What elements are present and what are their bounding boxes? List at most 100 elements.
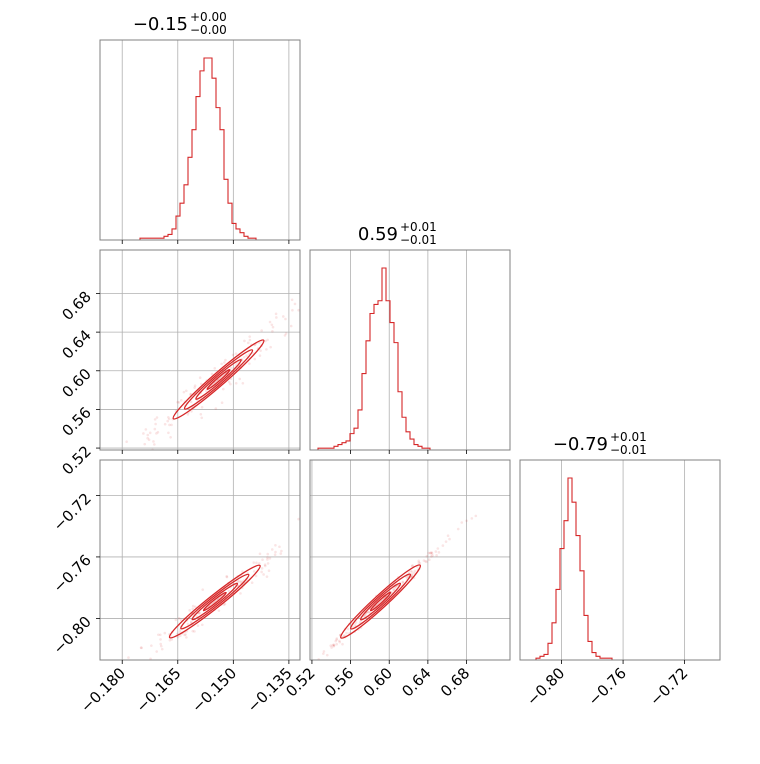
panel-row3-col3: −0.80 −0.76 −0.72 −0.79 +0.01−0.01 xyxy=(519,430,721,709)
scatter-point xyxy=(345,631,348,635)
y-tick-label: 0.60 xyxy=(58,365,94,401)
scatter-point xyxy=(338,639,341,643)
scatter-point xyxy=(177,617,181,620)
histogram-line xyxy=(310,267,510,450)
contour-level xyxy=(202,591,227,612)
scatter-point xyxy=(410,570,414,574)
scatter-point xyxy=(335,638,338,641)
scatter-point xyxy=(155,650,159,653)
scatter-point xyxy=(273,553,277,556)
panel-frame xyxy=(99,459,301,661)
scatter-point xyxy=(436,547,440,550)
scatter-point xyxy=(190,409,193,413)
data-layer xyxy=(127,517,319,674)
scatter-point xyxy=(157,633,160,637)
scatter-point xyxy=(146,433,150,437)
panel-frame xyxy=(99,39,301,241)
y-tick-label: 0.64 xyxy=(58,326,94,362)
y-tick-label: 0.56 xyxy=(58,404,94,440)
contour-level xyxy=(359,582,402,621)
scatter-point xyxy=(335,637,339,640)
scatter-point xyxy=(133,661,136,664)
scatter-point xyxy=(425,554,429,558)
scatter-point xyxy=(322,652,325,655)
scatter-point xyxy=(204,389,208,393)
scatter-point xyxy=(283,334,287,337)
scatter-point xyxy=(159,644,163,648)
x-tick-label: −0.72 xyxy=(646,664,691,709)
scatter-point xyxy=(168,638,172,642)
scatter-point xyxy=(150,644,153,647)
scatter-point xyxy=(239,580,243,583)
scatter-point xyxy=(199,413,203,416)
scatter-point xyxy=(195,614,199,618)
scatter-point xyxy=(275,316,278,319)
x-tick-label: −0.165 xyxy=(133,664,185,716)
scatter-point xyxy=(153,443,156,446)
scatter-point xyxy=(422,559,426,562)
scatter-point xyxy=(354,621,358,624)
scatter-point xyxy=(146,436,149,440)
scatter-point xyxy=(346,627,350,631)
scatter-point xyxy=(163,422,167,426)
scatter-point xyxy=(261,558,264,562)
scatter-point xyxy=(125,440,128,444)
scatter-point xyxy=(266,562,270,565)
scatter-point xyxy=(210,372,214,376)
scatter-point xyxy=(330,646,333,649)
scatter-point xyxy=(413,569,417,573)
scatter-point xyxy=(156,430,160,434)
scatter-point xyxy=(470,517,474,520)
scatter-point xyxy=(179,618,183,622)
panel-title-upper: +0.01 xyxy=(400,220,437,234)
scatter-point xyxy=(224,358,227,362)
scatter-point xyxy=(316,527,319,530)
scatter-point xyxy=(159,638,162,641)
scatter-point xyxy=(136,671,139,674)
scatter-point xyxy=(170,638,174,641)
scatter-point xyxy=(220,401,224,405)
scatter-point xyxy=(123,472,126,475)
scatter-point xyxy=(149,657,152,660)
panel-title-upper: +0.01 xyxy=(610,430,647,444)
scatter-point xyxy=(201,623,204,627)
scatter-point xyxy=(428,558,431,562)
data-layer xyxy=(100,57,300,240)
scatter-point xyxy=(170,423,173,427)
scatter-point xyxy=(168,423,171,427)
scatter-point xyxy=(268,320,272,324)
scatter-point xyxy=(258,552,262,556)
scatter-point xyxy=(410,564,414,568)
scatter-point xyxy=(154,422,157,426)
scatter-point xyxy=(393,586,396,590)
scatter-point xyxy=(410,572,414,576)
scatter-point xyxy=(191,607,195,611)
scatter-point xyxy=(260,570,263,574)
scatter-point xyxy=(260,567,264,570)
contour-level xyxy=(168,564,261,639)
scatter-point xyxy=(297,308,300,312)
scatter-point xyxy=(250,581,254,585)
scatter-point xyxy=(189,393,192,396)
scatter-point xyxy=(163,631,167,635)
scatter-point xyxy=(229,382,232,386)
scatter-point xyxy=(335,642,338,646)
scatter-point xyxy=(300,528,303,531)
scatter-point xyxy=(123,451,126,454)
scatter-point xyxy=(230,366,233,370)
x-tick-label: −0.80 xyxy=(523,664,568,709)
scatter-point xyxy=(167,417,171,421)
scatter-point xyxy=(238,580,241,583)
scatter-point xyxy=(148,431,152,435)
scatter-point xyxy=(278,545,281,549)
scatter-point xyxy=(430,555,433,558)
scatter-point xyxy=(255,561,258,565)
contour-level xyxy=(191,582,239,621)
scatter-point xyxy=(430,551,434,554)
scatter-point xyxy=(434,550,438,553)
scatter-point xyxy=(279,552,283,555)
scatter-point xyxy=(448,537,451,541)
scatter-point xyxy=(265,575,269,578)
scatter-point xyxy=(262,573,265,576)
